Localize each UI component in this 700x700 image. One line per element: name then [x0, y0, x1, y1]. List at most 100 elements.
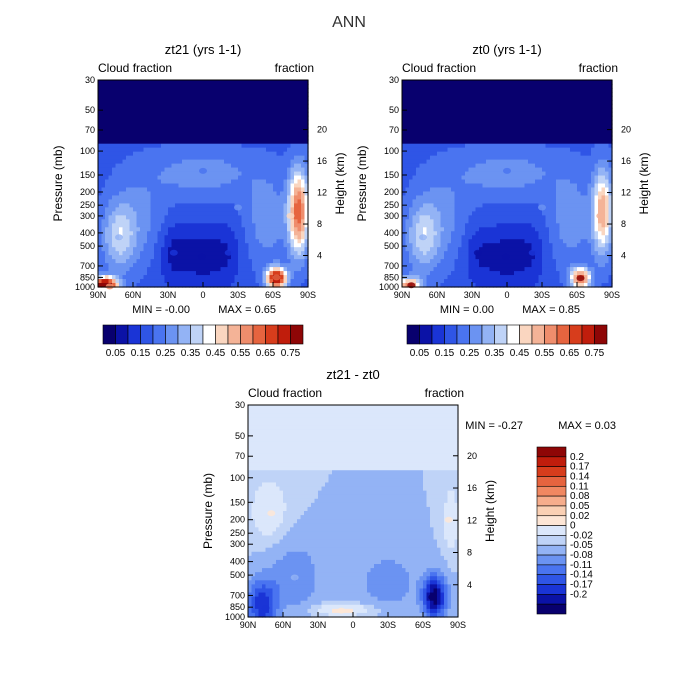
field-cell [185, 80, 190, 85]
field-cell [416, 111, 421, 117]
field-cell [161, 99, 166, 105]
field-cell [489, 135, 494, 141]
field-cell [220, 163, 225, 169]
field-cell [489, 115, 494, 121]
field-cell [241, 227, 246, 232]
field-cell [412, 231, 417, 236]
field-cell [454, 80, 459, 85]
field-cell [514, 187, 519, 193]
field-cell [105, 99, 110, 105]
field-cell [192, 199, 197, 204]
field-cell [178, 91, 183, 97]
field-cell [489, 179, 494, 185]
field-cell [241, 111, 246, 117]
field-cell [496, 267, 501, 272]
field-cell [472, 275, 477, 280]
field-cell [423, 80, 428, 85]
field-cell [199, 275, 204, 280]
field-cell [426, 107, 431, 113]
field-cell [266, 119, 271, 125]
field-cell [161, 80, 166, 85]
field-cell [503, 83, 508, 89]
field-cell [178, 127, 183, 133]
field-cell [101, 107, 106, 113]
field-cell [234, 119, 239, 125]
field-cell [479, 199, 484, 204]
field-cell [105, 183, 110, 189]
field-cell [269, 135, 274, 141]
field-cell [189, 211, 194, 216]
field-cell [150, 95, 155, 101]
field-cell [262, 207, 267, 212]
field-cell [301, 115, 306, 121]
field-cell [409, 127, 414, 133]
field-cell [161, 219, 166, 224]
field-cell [266, 95, 271, 101]
field-cell [423, 191, 428, 197]
field-cell [269, 143, 274, 149]
field-cell [440, 135, 445, 141]
field-cell [517, 123, 522, 129]
field-cell [290, 283, 295, 288]
field-cell [252, 247, 257, 252]
field-cell [283, 187, 288, 193]
field-cell [472, 283, 477, 288]
field-cell [447, 267, 452, 272]
field-cell [440, 239, 445, 244]
field-cell [489, 151, 494, 157]
field-cell [136, 131, 141, 137]
field-cell [185, 207, 190, 212]
field-cell [437, 135, 442, 141]
field-cell [433, 223, 438, 228]
field-cell [178, 183, 183, 189]
field-cell [140, 115, 145, 121]
field-cell [203, 147, 208, 153]
field-cell [301, 199, 306, 204]
field-cell [182, 251, 187, 256]
field-cell [419, 267, 424, 272]
field-cell [119, 151, 124, 157]
field-cell [217, 263, 222, 268]
field-cell [168, 203, 173, 208]
field-cell [126, 147, 131, 153]
field-cell [493, 107, 498, 113]
field-cell [150, 183, 155, 189]
field-cell [182, 91, 187, 97]
field-cell [147, 111, 152, 117]
field-cell [419, 143, 424, 149]
field-cell [280, 283, 285, 288]
field-cell [486, 247, 491, 252]
field-cell [157, 275, 162, 280]
field-cell [468, 251, 473, 256]
field-cell [517, 171, 522, 177]
field-cell [248, 271, 253, 276]
field-cell [412, 95, 417, 101]
field-cell [433, 107, 438, 113]
field-cell [489, 279, 494, 284]
field-cell [461, 167, 466, 173]
field-cell [140, 119, 145, 125]
field-cell [517, 155, 522, 161]
field-cell [220, 247, 225, 252]
field-cell [241, 127, 246, 133]
field-cell [220, 203, 225, 208]
field-cell [224, 163, 229, 169]
field-cell [458, 275, 463, 280]
field-cell [185, 243, 190, 248]
field-cell [447, 115, 452, 121]
field-cell [423, 163, 428, 169]
feature-point [199, 167, 207, 174]
field-cell [199, 123, 204, 129]
field-cell [426, 111, 431, 117]
field-cell [196, 111, 201, 117]
field-cell [503, 187, 508, 193]
field-cell [301, 271, 306, 276]
field-cell [419, 99, 424, 105]
field-cell [136, 183, 141, 189]
field-cell [234, 267, 239, 272]
field-cell [259, 275, 264, 280]
field-cell [301, 119, 306, 125]
field-cell [496, 231, 501, 236]
field-cell [136, 175, 141, 181]
field-cell [150, 239, 155, 244]
